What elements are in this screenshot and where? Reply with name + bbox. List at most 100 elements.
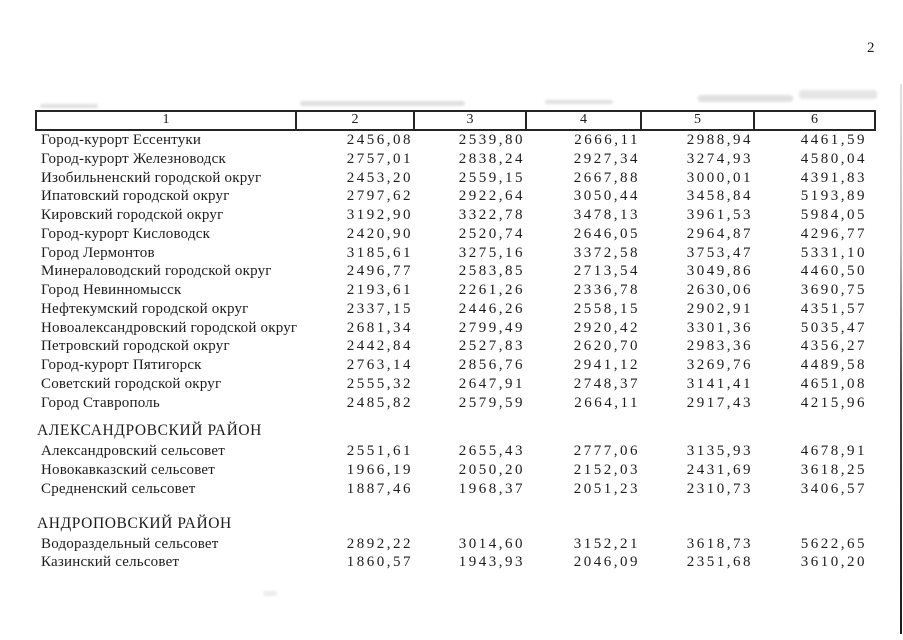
table-row: Город Ставрополь 2485,82 2579,59 2664,11 291…: [35, 394, 876, 413]
row-name: Город-курорт Пятигорск: [41, 357, 202, 373]
row-value-col4: 2920,42: [573, 319, 640, 336]
row-value-col5: 2630,06: [686, 282, 753, 298]
table-row: Средненский сельсовет 1887,46 1968,37 2051,…: [35, 480, 876, 499]
column-header: 2: [297, 112, 415, 129]
row-value-col2: 2555,32: [346, 375, 413, 392]
row-value-col6: 4651,08: [800, 375, 867, 392]
row-value-col2: 3192,90: [346, 207, 413, 223]
row-value-col6: 5331,10: [800, 244, 867, 261]
row-value-col6: 3618,25: [800, 462, 867, 478]
scan-artifact: [545, 100, 613, 104]
row-value-col5: 2964,87: [686, 225, 753, 242]
column-header: 4: [527, 112, 642, 129]
table-row: Минераловодский городской округ 2496,77 25…: [35, 262, 876, 281]
row-value-col6: 4678,91: [800, 443, 867, 460]
table-body: Город-курорт Ессентуки 2456,08 2539,80 2666…: [35, 131, 876, 572]
row-value-col2: 2337,15: [346, 300, 413, 317]
row-value-col2: 3185,61: [346, 244, 413, 261]
row-value-col4: 2667,88: [573, 169, 640, 186]
row-value-col4: 2558,15: [573, 300, 640, 317]
section-title: АЛЕКСАНДРОВСКИЙ РАЙОН: [37, 422, 262, 440]
row-value-col5: 2431,69: [686, 462, 753, 478]
row-value-col5: 2902,91: [686, 300, 753, 317]
row-value-col6: 4460,50: [800, 263, 867, 280]
row-value-col6: 4391,83: [800, 169, 867, 186]
row-value-col3: 1943,93: [458, 554, 525, 571]
row-value-col2: 2193,61: [346, 282, 413, 298]
scan-artifact-right-edge: [900, 84, 902, 634]
scan-artifact: [300, 101, 465, 106]
row-value-col3: 2520,74: [458, 225, 525, 242]
scan-artifact: [799, 90, 877, 99]
row-value-col3: 2579,59: [458, 394, 525, 411]
row-value-col3: 3014,60: [458, 535, 525, 552]
row-value-col3: 2799,49: [458, 319, 525, 336]
row-value-col4: 3050,44: [573, 188, 640, 205]
row-value-col5: 2351,68: [686, 554, 753, 571]
row-value-col4: 2927,34: [573, 150, 640, 167]
row-value-col2: 2453,20: [346, 169, 413, 186]
row-value-col4: 2664,11: [574, 394, 640, 411]
row-value-col2: 2757,01: [346, 150, 413, 167]
row-value-col2: 2485,82: [346, 394, 413, 411]
table-row: Новокавказский сельсовет 1966,19 2050,20 21…: [35, 461, 876, 480]
row-name: Город Невинномысск: [41, 282, 182, 298]
row-value-col5: 3269,76: [686, 357, 753, 373]
row-value-col3: 2583,85: [458, 263, 525, 280]
row-value-col4: 2713,54: [573, 263, 640, 280]
row-value-col6: 3406,57: [800, 480, 867, 497]
row-value-col6: 5984,05: [800, 207, 867, 223]
table-row: Водораздельный сельсовет 2892,22 3014,60 31…: [35, 535, 876, 554]
column-header: 3: [415, 112, 527, 129]
scan-artifact: [698, 95, 793, 102]
row-value-col3: 2527,83: [458, 338, 525, 355]
row-value-col4: 2152,03: [573, 462, 640, 478]
row-value-col3: 3275,16: [458, 244, 525, 261]
row-name: Новокавказский сельсовет: [41, 462, 215, 478]
table-row: Город Невинномысск 2193,61 2261,26 2336,78 2…: [35, 281, 876, 300]
row-value-col5: 3274,93: [686, 150, 753, 167]
row-value-col3: 2539,80: [458, 132, 525, 148]
row-name: Город-курорт Ессентуки: [41, 132, 202, 148]
row-value-col5: 3135,93: [686, 443, 753, 460]
row-value-col6: 3690,75: [800, 282, 867, 298]
row-value-col6: 5035,47: [800, 319, 867, 336]
table-row: Город-курорт Кисловодск 2420,90 2520,74 264…: [35, 225, 876, 244]
row-name: Новоалександровский городской округ: [41, 319, 298, 336]
section-title: АНДРОПОВСКИЙ РАЙОН: [37, 514, 232, 532]
row-value-col3: 2261,26: [458, 282, 525, 298]
row-value-col2: 2763,14: [346, 357, 413, 373]
column-header: 6: [811, 112, 818, 127]
row-value-col6: 4489,58: [800, 357, 867, 373]
row-value-col5: 2917,43: [686, 394, 753, 411]
row-name: Город Ставрополь: [41, 394, 160, 411]
scan-artifact: [40, 104, 98, 108]
row-name: Советский городской округ: [41, 375, 222, 392]
table-row: Новоалександровский городской округ 2681,…: [35, 319, 876, 338]
row-value-col6: 4296,77: [800, 225, 867, 242]
row-value-col4: 3372,58: [573, 244, 640, 261]
table-row: Изобильненский городской округ 2453,20 255…: [35, 169, 876, 188]
table-row: Александровский сельсовет 2551,61 2655,43 2…: [35, 442, 876, 461]
row-value-col4: 2051,23: [573, 480, 640, 497]
row-value-col5: 3961,53: [686, 207, 753, 223]
row-value-col4: 2646,05: [573, 225, 640, 242]
row-value-col5: 3000,01: [686, 169, 753, 186]
row-name: Средненский сельсовет: [41, 480, 196, 497]
row-value-col2: 2420,90: [346, 225, 413, 242]
row-value-col5: 2988,94: [686, 132, 753, 148]
row-value-col2: 2892,22: [346, 535, 413, 552]
row-name: Город-курорт Кисловодск: [41, 225, 211, 242]
row-value-col2: 2681,34: [346, 319, 413, 336]
row-value-col5: 3301,36: [686, 319, 753, 336]
row-value-col2: 1887,46: [346, 480, 413, 497]
row-name: Петровский городской округ: [41, 338, 230, 355]
row-value-col3: 2647,91: [458, 375, 525, 392]
row-value-col5: 2983,36: [686, 338, 753, 355]
row-name: Казинский сельсовет: [41, 554, 180, 571]
row-value-col3: 3322,78: [458, 207, 525, 223]
row-value-col6: 4351,57: [800, 300, 867, 317]
row-name: Кировский городской округ: [41, 207, 224, 223]
row-value-col6: 5193,89: [800, 188, 867, 205]
column-header: 1: [37, 112, 297, 129]
